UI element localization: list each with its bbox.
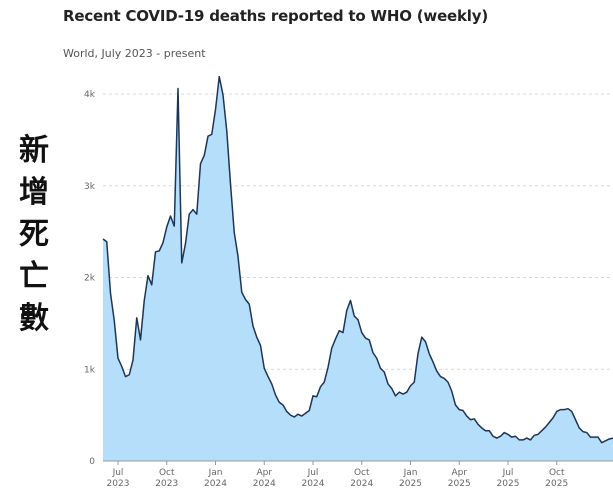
y-axis-label-char: 增	[19, 175, 49, 210]
x-tick-label-year: 2025	[545, 479, 568, 489]
y-axis-label: 新增死亡數	[14, 130, 54, 340]
y-tick-label: 2k	[84, 274, 96, 284]
y-tick-label: 0	[89, 457, 95, 467]
x-tick-label-year: 2024	[204, 479, 227, 489]
y-axis-label-char: 死	[19, 217, 49, 252]
x-tick-label-year: 2023	[155, 479, 178, 489]
x-tick-label-year: 2023	[107, 479, 130, 489]
y-ticks: 0 1k 2k 3k 4k	[84, 90, 96, 467]
y-tick-label: 4k	[84, 90, 96, 100]
x-tick-label-month: Apr	[256, 468, 272, 478]
y-tick-label: 1k	[84, 365, 96, 375]
deaths-area	[103, 76, 613, 461]
x-tick-label-month: Oct	[159, 468, 175, 478]
x-tick-label-year: 2025	[497, 479, 520, 489]
chart-subtitle: World, July 2023 - present	[63, 47, 206, 60]
x-tick-label-year: 2024	[253, 479, 276, 489]
x-tick-label-year: 2025	[448, 479, 471, 489]
y-axis-label-char: 新	[19, 133, 49, 168]
x-tick-label-year: 2025	[399, 479, 422, 489]
x-tick-label-year: 2024	[350, 479, 373, 489]
x-tick-label-month: Jan	[403, 468, 418, 478]
chart-title: Recent COVID-19 deaths reported to WHO (…	[63, 7, 488, 25]
y-tick-label: 3k	[84, 182, 96, 192]
x-ticks: Jul2023Oct2023Jan2024Apr2024Jul2024Oct20…	[103, 460, 613, 489]
x-tick-label-year: 2024	[302, 479, 325, 489]
x-tick-label-month: Oct	[354, 468, 370, 478]
y-axis-label-char: 亡	[19, 259, 49, 294]
x-tick-label-month: Apr	[451, 468, 467, 478]
x-tick-label-month: Jan	[208, 468, 223, 478]
y-axis-label-char: 數	[19, 301, 49, 336]
deaths-line	[102, 75, 613, 444]
x-tick-label-month: Jul	[502, 468, 514, 478]
x-tick-label-month: Jul	[307, 468, 319, 478]
x-tick-label-month: Jul	[112, 468, 124, 478]
x-tick-label-month: Oct	[549, 468, 565, 478]
